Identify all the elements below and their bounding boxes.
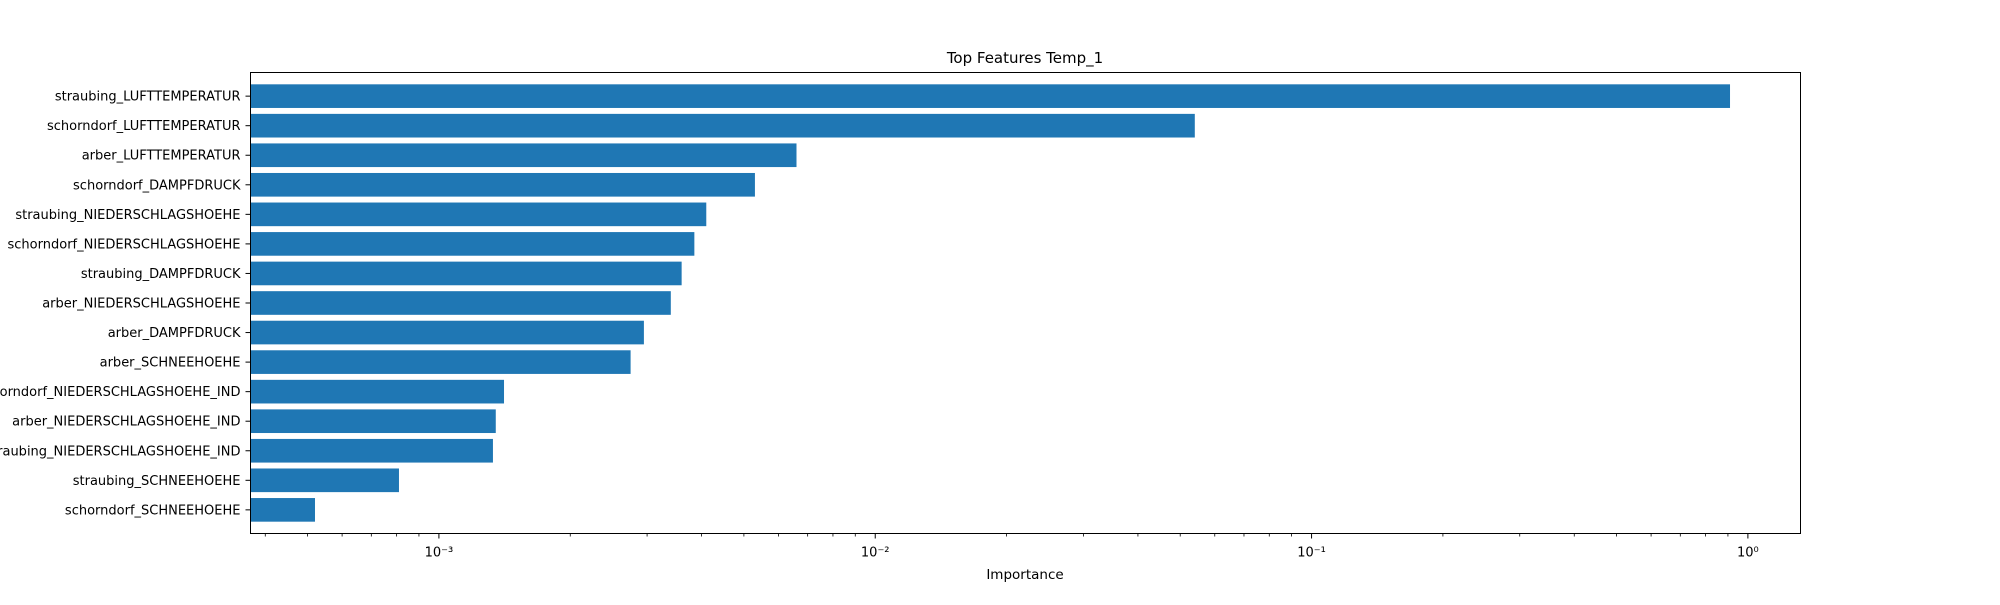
plot-frame	[250, 72, 1801, 534]
y-tick-label: arber_LUFTTEMPERATUR	[82, 149, 241, 164]
y-tick-label: schorndorf_LUFTTEMPERATUR	[47, 119, 240, 134]
bar	[250, 498, 315, 522]
bar	[250, 261, 682, 286]
y-tick-label: arber_NIEDERSCHLAGSHOEHE	[42, 297, 240, 312]
bar	[250, 438, 493, 463]
y-tick-label: arber_NIEDERSCHLAGSHOEHE_IND	[12, 415, 240, 430]
x-axis: 10⁻³ 10⁻² 10⁻¹ 10⁰	[264, 533, 1759, 561]
y-axis: straubing_LUFTTEMPERATUR schorndorf_LUFTT…	[0, 90, 251, 518]
y-tick-label: straubing_NIEDERSCHLAGSHOEHE	[15, 208, 240, 223]
y-tick-label: schorndorf_DAMPFDRUCK	[73, 178, 241, 193]
y-tick-label: straubing_LUFTTEMPERATUR	[55, 90, 241, 105]
bar	[250, 113, 1195, 138]
y-tick-label: schorndorf_SCHNEEHOEHE	[65, 503, 241, 518]
x-tick-label: 10⁻²	[861, 546, 890, 561]
x-axis-label: Importance	[986, 567, 1063, 583]
y-tick-label: straubing_SCHNEEHOEHE	[73, 474, 241, 489]
y-tick-label: arber_SCHNEEHOEHE	[100, 356, 241, 371]
chart-title: Top Features Temp_1	[946, 49, 1103, 68]
bar	[250, 143, 797, 168]
bar	[250, 350, 631, 374]
bars-layer	[250, 84, 1731, 522]
bar	[250, 232, 695, 256]
y-tick-label: schorndorf_NIEDERSCHLAGSHOEHE	[8, 237, 241, 252]
bar	[250, 320, 644, 345]
bar	[250, 291, 671, 315]
bar	[250, 468, 399, 493]
y-tick-label: straubing_NIEDERSCHLAGSHOEHE_IND	[0, 444, 241, 459]
y-tick-label: schorndorf_NIEDERSCHLAGSHOEHE_IND	[0, 385, 241, 400]
x-tick-label: 10⁻³	[425, 546, 454, 561]
x-tick-label: 10⁻¹	[1297, 546, 1326, 561]
bar	[250, 84, 1731, 108]
bar	[250, 172, 755, 197]
bar	[250, 202, 707, 227]
y-tick-label: straubing_DAMPFDRUCK	[81, 267, 241, 282]
y-tick-label: arber_DAMPFDRUCK	[108, 326, 241, 341]
bar	[250, 379, 505, 404]
x-tick-label: 10⁰	[1737, 546, 1759, 561]
bar	[250, 409, 496, 434]
